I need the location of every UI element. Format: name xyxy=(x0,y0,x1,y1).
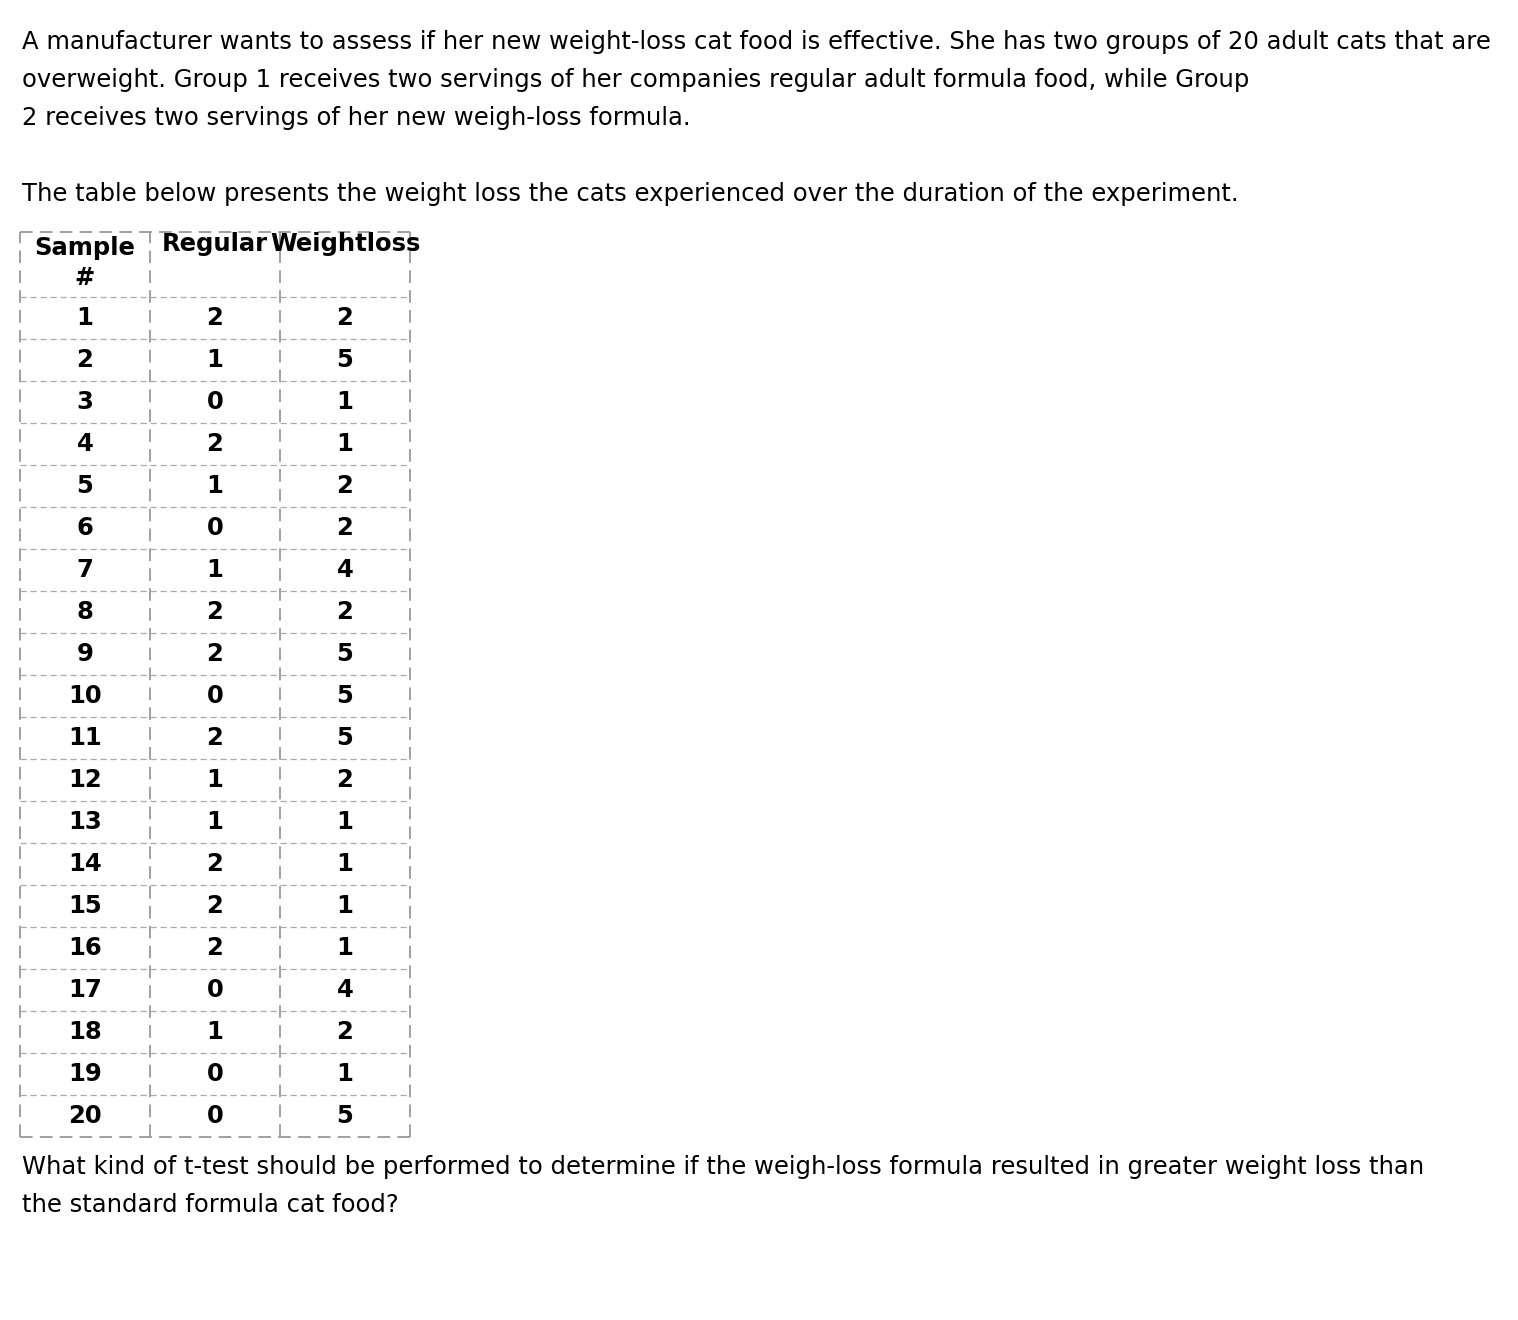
Text: 1: 1 xyxy=(337,936,354,960)
Text: 5: 5 xyxy=(337,642,354,667)
Text: 0: 0 xyxy=(206,389,223,414)
Text: 1: 1 xyxy=(76,306,94,330)
Text: 1: 1 xyxy=(206,558,223,582)
Text: 7: 7 xyxy=(76,558,94,582)
Text: 16: 16 xyxy=(68,936,102,960)
Text: 13: 13 xyxy=(68,810,102,834)
Text: 1: 1 xyxy=(206,810,223,834)
Text: 4: 4 xyxy=(337,978,354,1002)
Text: Sample
#: Sample # xyxy=(35,236,135,289)
Text: 2: 2 xyxy=(206,894,223,917)
Text: 0: 0 xyxy=(206,978,223,1002)
Text: 0: 0 xyxy=(206,516,223,540)
Text: the standard formula cat food?: the standard formula cat food? xyxy=(21,1193,399,1217)
Text: 1: 1 xyxy=(337,851,354,876)
Text: 2: 2 xyxy=(337,474,354,498)
Text: 1: 1 xyxy=(206,1020,223,1044)
Text: 2: 2 xyxy=(206,726,223,750)
Text: 2: 2 xyxy=(337,516,354,540)
Text: 1: 1 xyxy=(337,432,354,455)
Text: What kind of t-test should be performed to determine if the weigh-loss formula r: What kind of t-test should be performed … xyxy=(21,1155,1424,1179)
Text: 1: 1 xyxy=(206,768,223,792)
Text: 5: 5 xyxy=(337,1104,354,1129)
Text: 4: 4 xyxy=(337,558,354,582)
Text: 15: 15 xyxy=(68,894,102,917)
Text: 1: 1 xyxy=(206,474,223,498)
Text: 2: 2 xyxy=(337,306,354,330)
Text: 8: 8 xyxy=(76,601,94,624)
Text: 2: 2 xyxy=(337,1020,354,1044)
Text: 5: 5 xyxy=(337,348,354,372)
Text: 5: 5 xyxy=(337,684,354,708)
Text: 2: 2 xyxy=(337,768,354,792)
Text: 1: 1 xyxy=(337,389,354,414)
Text: 20: 20 xyxy=(68,1104,102,1129)
Text: 6: 6 xyxy=(76,516,94,540)
Text: 2: 2 xyxy=(206,432,223,455)
Text: 5: 5 xyxy=(337,726,354,750)
Text: 0: 0 xyxy=(206,684,223,708)
Text: 12: 12 xyxy=(68,768,102,792)
Text: 18: 18 xyxy=(68,1020,102,1044)
Text: 1: 1 xyxy=(337,810,354,834)
Text: 2 receives two servings of her new weigh-loss formula.: 2 receives two servings of her new weigh… xyxy=(21,106,691,129)
Text: overweight. Group 1 receives two servings of her companies regular adult formula: overweight. Group 1 receives two serving… xyxy=(21,69,1249,92)
Text: The table below presents the weight loss the cats experienced over the duration : The table below presents the weight loss… xyxy=(21,182,1239,206)
Text: Regular: Regular xyxy=(162,232,269,256)
Text: 3: 3 xyxy=(76,389,94,414)
Text: 1: 1 xyxy=(337,1063,354,1086)
Text: A manufacturer wants to assess if her new weight-loss cat food is effective. She: A manufacturer wants to assess if her ne… xyxy=(21,30,1491,54)
Text: 10: 10 xyxy=(68,684,102,708)
Text: 2: 2 xyxy=(206,851,223,876)
Text: 2: 2 xyxy=(206,601,223,624)
Text: 0: 0 xyxy=(206,1063,223,1086)
Text: 1: 1 xyxy=(206,348,223,372)
Text: 1: 1 xyxy=(337,894,354,917)
Text: 5: 5 xyxy=(76,474,94,498)
Text: 2: 2 xyxy=(76,348,94,372)
Text: 19: 19 xyxy=(68,1063,102,1086)
Text: 0: 0 xyxy=(206,1104,223,1129)
Text: 2: 2 xyxy=(206,306,223,330)
Text: 4: 4 xyxy=(76,432,94,455)
Text: 9: 9 xyxy=(76,642,94,667)
Text: 11: 11 xyxy=(68,726,102,750)
Text: Weightloss: Weightloss xyxy=(270,232,420,256)
Text: 2: 2 xyxy=(337,601,354,624)
Text: 17: 17 xyxy=(68,978,102,1002)
Text: 2: 2 xyxy=(206,642,223,667)
Text: 2: 2 xyxy=(206,936,223,960)
Text: 14: 14 xyxy=(68,851,102,876)
